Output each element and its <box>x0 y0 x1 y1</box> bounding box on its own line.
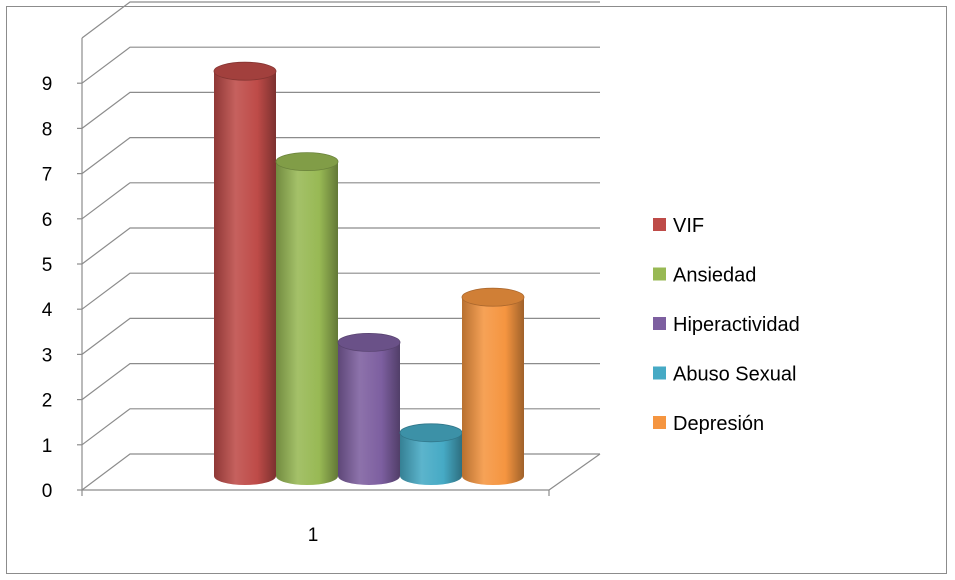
gridline <box>81 408 600 446</box>
y-tick-label: 4 <box>42 300 53 321</box>
y-tick-label: 0 <box>42 481 53 502</box>
legend-label: Abuso Sexual <box>673 364 796 386</box>
legend-swatch <box>653 218 666 231</box>
bar-top <box>337 332 401 352</box>
bar-body <box>276 161 338 485</box>
gridline <box>81 317 600 355</box>
bar-top <box>399 423 463 443</box>
y-tick-label: 6 <box>42 210 53 231</box>
legend-item: VIF <box>653 215 704 237</box>
y-tick-label: 9 <box>42 74 53 95</box>
y-tick-label: 1 <box>42 436 53 457</box>
gridline <box>81 46 600 84</box>
gridline <box>81 182 600 220</box>
bar-abuso-sexual <box>399 423 463 485</box>
gridline <box>81 272 600 310</box>
y-tick-label: 5 <box>42 255 53 276</box>
legend: VIF Ansiedad Hiperactividad Abuso Sexual Dep… <box>653 215 800 435</box>
legend-label: VIF <box>673 215 704 237</box>
legend-item: Abuso Sexual <box>653 364 796 386</box>
y-tick-label: 7 <box>42 165 53 186</box>
bars <box>213 61 525 485</box>
bar-depresion <box>461 287 525 485</box>
bar-top <box>461 287 525 307</box>
y-tick-label: 3 <box>42 345 53 366</box>
legend-swatch <box>653 267 666 281</box>
gridline <box>81 227 600 265</box>
bar-vif <box>213 61 277 485</box>
gridline <box>81 91 600 129</box>
legend-swatch <box>653 317 666 330</box>
bar-body <box>400 432 462 485</box>
y-tick-label: 8 <box>42 119 53 140</box>
x-tick-label: 1 <box>308 525 319 546</box>
bar-top <box>213 61 277 81</box>
bar-body <box>214 71 276 485</box>
bar-body <box>462 297 524 485</box>
legend-label: Ansiedad <box>673 265 756 287</box>
bar-hiperactividad <box>337 332 401 485</box>
legend-swatch <box>653 416 666 429</box>
y-tick-label: 2 <box>42 391 53 412</box>
gridline-top <box>81 1 600 39</box>
legend-label: Depresión <box>673 413 764 435</box>
axes: 0 1 2 3 4 5 6 7 8 9 1 <box>42 38 601 546</box>
legend-item: Hiperactividad <box>653 314 800 336</box>
gridline <box>81 137 600 175</box>
legend-item: Ansiedad <box>653 265 756 287</box>
gridline <box>81 363 600 401</box>
bar-ansiedad <box>275 152 339 485</box>
bar-body <box>338 342 400 485</box>
legend-swatch <box>653 366 666 380</box>
bar-top <box>275 152 339 172</box>
legend-item: Depresión <box>653 413 764 435</box>
legend-label: Hiperactividad <box>673 314 800 336</box>
